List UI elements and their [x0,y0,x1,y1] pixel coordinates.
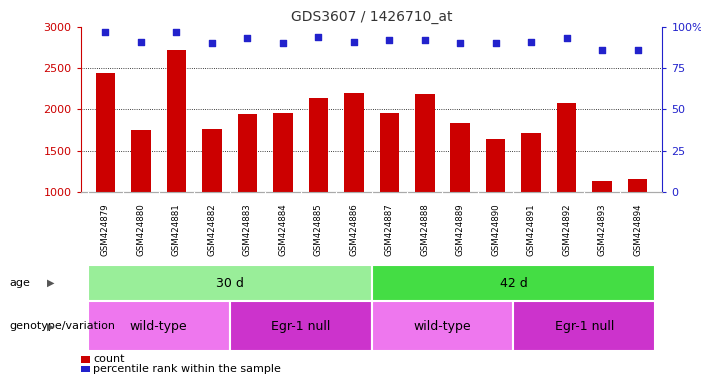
Text: GSM424882: GSM424882 [207,203,217,256]
Bar [308,98,328,192]
Text: wild-type: wild-type [414,320,471,333]
Point [313,34,324,40]
Text: ▶: ▶ [47,321,54,331]
Text: count: count [93,354,125,364]
Text: GSM424892: GSM424892 [562,203,571,256]
Bar [372,301,513,351]
Bar [522,132,541,192]
Point [561,35,572,41]
Bar [628,179,647,192]
Text: GSM424885: GSM424885 [314,203,323,256]
Text: GSM424887: GSM424887 [385,203,394,256]
Point [383,37,395,43]
Text: Egr-1 null: Egr-1 null [271,320,330,333]
Text: GSM424890: GSM424890 [491,203,501,256]
Bar [513,301,655,351]
Bar [273,113,292,192]
Bar [96,73,115,192]
Bar [415,94,435,192]
Text: GSM424891: GSM424891 [526,203,536,256]
Point [206,40,217,46]
Text: 30 d: 30 d [216,277,243,290]
Text: percentile rank within the sample: percentile rank within the sample [93,364,281,374]
Text: 42 d: 42 d [500,277,527,290]
Point [277,40,288,46]
Text: GSM424883: GSM424883 [243,203,252,256]
Bar [238,114,257,192]
Bar [451,124,470,192]
Bar [592,181,612,192]
Bar [344,93,364,192]
Bar [372,265,655,301]
Point [632,47,644,53]
Point [419,37,430,43]
Point [490,40,501,46]
Text: GSM424879: GSM424879 [101,203,110,256]
Text: GSM424893: GSM424893 [598,203,606,256]
Text: wild-type: wild-type [130,320,187,333]
Bar [131,130,151,192]
Text: GSM424889: GSM424889 [456,203,465,256]
Point [100,29,111,35]
Text: ▶: ▶ [47,278,54,288]
Point [348,39,360,45]
Text: GSM424886: GSM424886 [349,203,358,256]
Text: genotype/variation: genotype/variation [9,321,115,331]
Point [242,35,253,41]
Bar [557,103,576,192]
Point [455,40,466,46]
Title: GDS3607 / 1426710_at: GDS3607 / 1426710_at [291,10,452,25]
Text: GSM424881: GSM424881 [172,203,181,256]
Bar [88,301,230,351]
Point [171,29,182,35]
Point [526,39,537,45]
Text: GSM424894: GSM424894 [633,203,642,256]
Bar [88,265,372,301]
Point [597,47,608,53]
Text: GSM424888: GSM424888 [420,203,429,256]
Text: GSM424884: GSM424884 [278,203,287,256]
Bar [167,50,186,192]
Text: Egr-1 null: Egr-1 null [554,320,614,333]
Bar [486,139,505,192]
Text: age: age [9,278,30,288]
Bar [202,129,222,192]
Bar [230,301,372,351]
Point [135,39,147,45]
Bar [379,113,399,192]
Text: GSM424880: GSM424880 [137,203,145,256]
